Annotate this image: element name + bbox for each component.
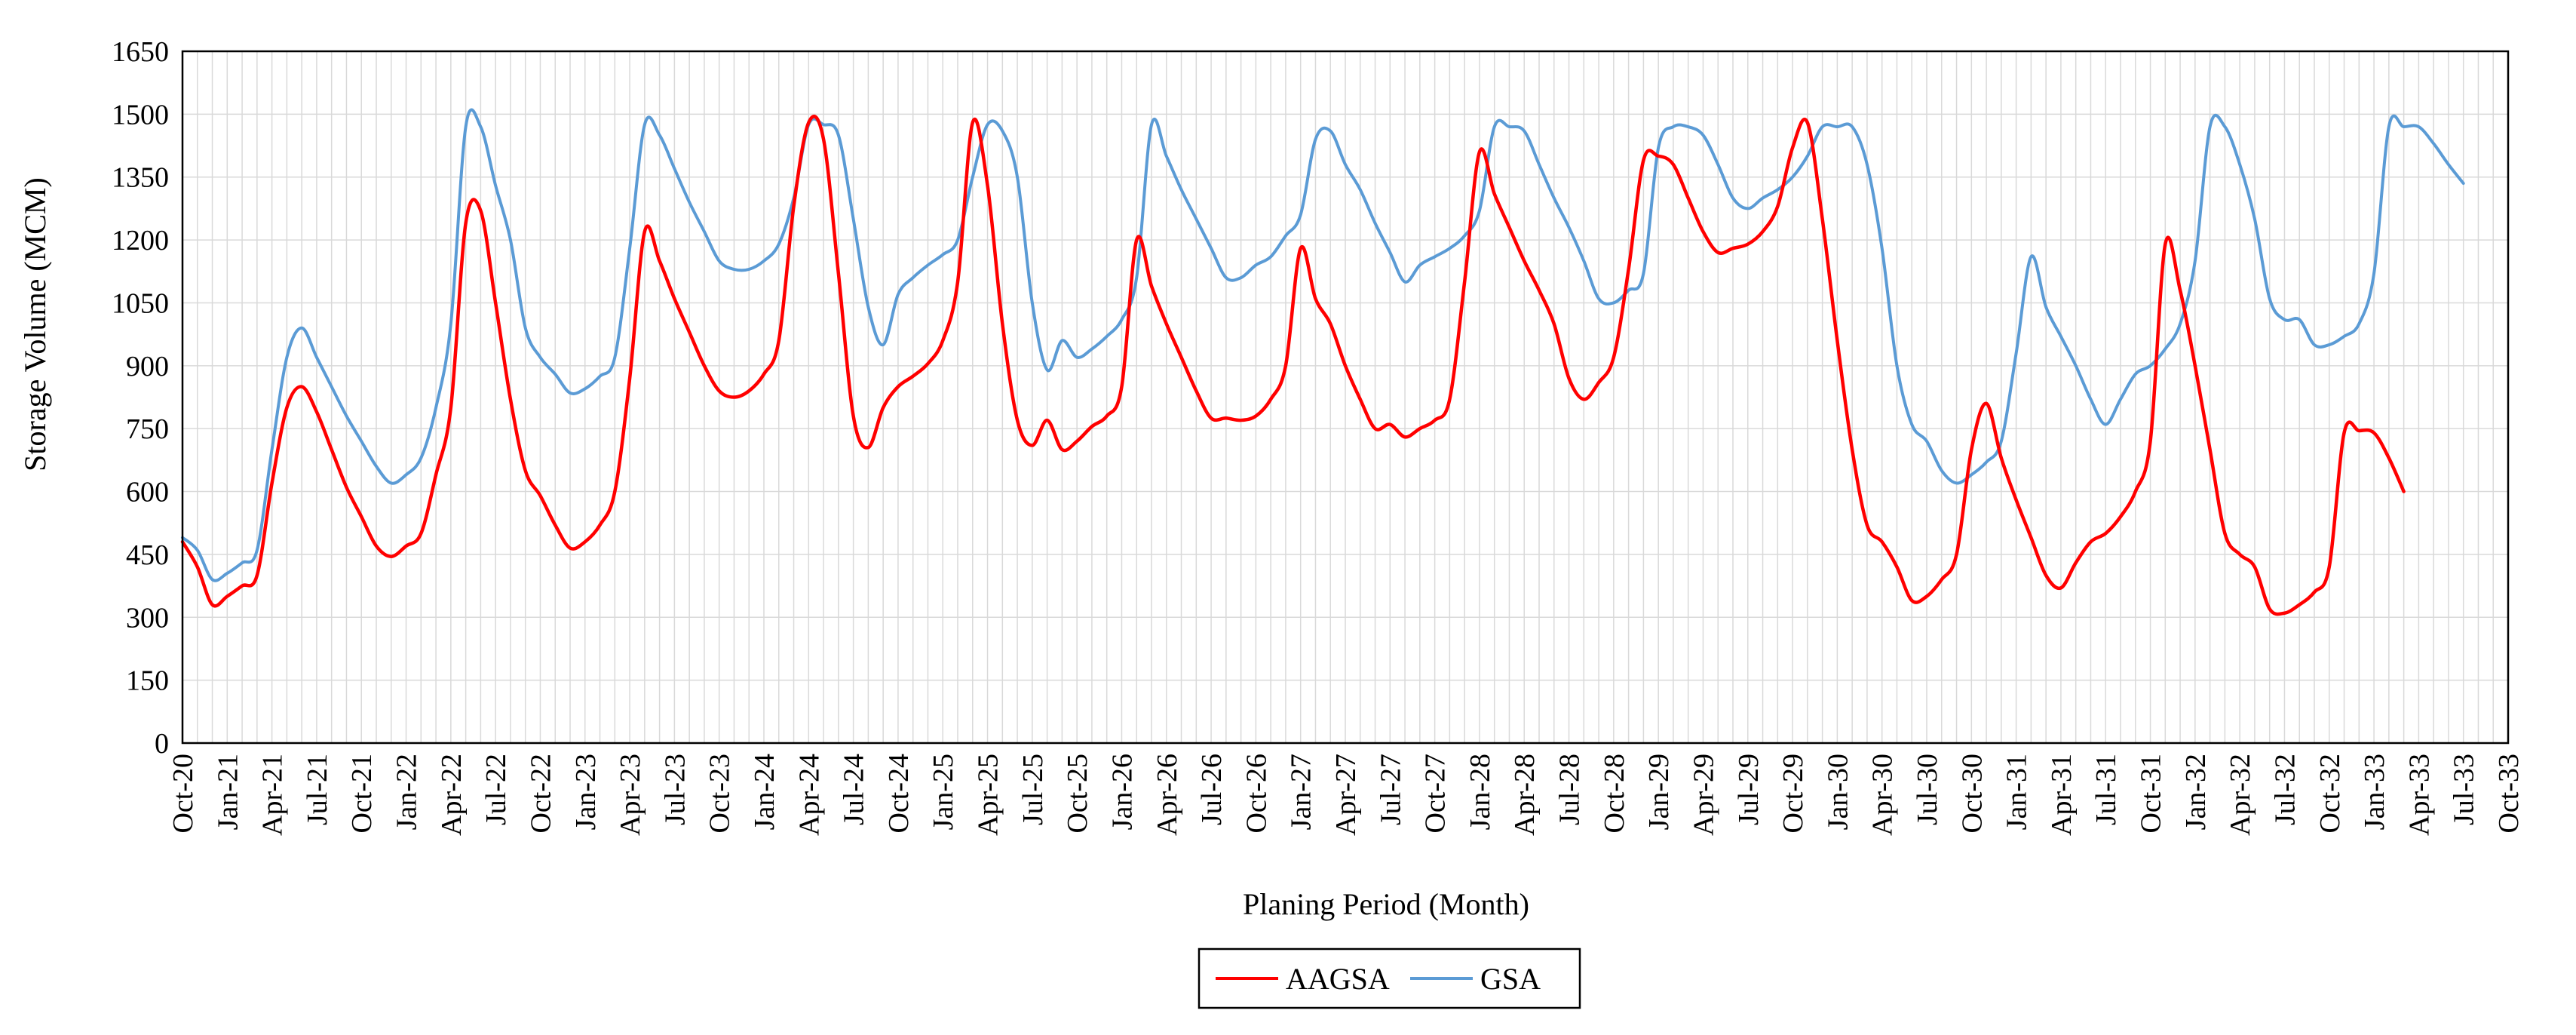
x-axis-title: Planing Period (Month) bbox=[1243, 887, 1529, 921]
x-tick-label: Jan-22 bbox=[391, 754, 423, 830]
x-tick-label: Jul-31 bbox=[2090, 754, 2122, 825]
x-tick-label: Apr-21 bbox=[257, 754, 289, 836]
x-tick-label: Jul-25 bbox=[1017, 754, 1049, 825]
x-tick-label: Jan-28 bbox=[1464, 754, 1496, 830]
x-tick-label: Jul-21 bbox=[302, 754, 333, 825]
x-tick-label: Oct-32 bbox=[2314, 754, 2346, 834]
x-tick-label: Oct-28 bbox=[1599, 754, 1630, 834]
x-tick-label: Apr-26 bbox=[1152, 754, 1183, 836]
x-tick-label: Apr-31 bbox=[2046, 754, 2078, 836]
x-tick-label: Jul-24 bbox=[839, 754, 870, 825]
x-tick-label: Oct-20 bbox=[167, 754, 199, 834]
x-tick-label: Apr-23 bbox=[615, 754, 646, 836]
legend-label-gsa: GSA bbox=[1480, 962, 1541, 996]
series-lines bbox=[180, 108, 2465, 616]
y-tick-label: 1650 bbox=[112, 36, 169, 68]
x-tick-label: Jan-32 bbox=[2180, 754, 2212, 830]
x-tick-label: Apr-24 bbox=[793, 754, 825, 836]
y-tick-label: 1500 bbox=[112, 99, 169, 131]
x-tick-label: Apr-25 bbox=[973, 754, 1004, 836]
x-tick-label: Jul-33 bbox=[2449, 754, 2480, 825]
x-tick-label: Jan-26 bbox=[1106, 754, 1138, 830]
x-tick-label: Oct-25 bbox=[1062, 754, 1093, 834]
y-tick-label: 150 bbox=[126, 665, 169, 697]
x-tick-label: Apr-32 bbox=[2225, 754, 2256, 836]
y-tick-label: 0 bbox=[155, 728, 169, 760]
x-tick-label: Jul-26 bbox=[1196, 754, 1228, 825]
x-tick-label: Jan-29 bbox=[1643, 754, 1675, 830]
x-tick-label: Jul-30 bbox=[1912, 754, 1943, 825]
x-tick-label: Oct-33 bbox=[2493, 754, 2525, 834]
y-tick-label: 1200 bbox=[112, 225, 169, 256]
x-tick-label: Apr-27 bbox=[1330, 754, 1362, 836]
y-tick-label: 900 bbox=[126, 351, 169, 382]
y-tick-label: 750 bbox=[126, 413, 169, 445]
y-tick-label: 600 bbox=[126, 477, 169, 508]
y-tick-label: 1050 bbox=[112, 287, 169, 319]
series-line-gsa bbox=[181, 108, 2465, 582]
x-tick-label: Jul-23 bbox=[659, 754, 691, 825]
x-tick-label: Oct-31 bbox=[2136, 754, 2167, 834]
y-tick-label: 300 bbox=[126, 602, 169, 634]
x-tick-label: Oct-23 bbox=[704, 754, 736, 834]
plot-frame bbox=[181, 50, 2510, 745]
x-tick-label: Oct-26 bbox=[1240, 754, 1272, 834]
x-tick-label: Oct-22 bbox=[525, 754, 557, 834]
x-tick-label: Oct-30 bbox=[1956, 754, 1988, 834]
x-tick-label: Apr-28 bbox=[1509, 754, 1541, 836]
x-tick-label: Apr-22 bbox=[436, 754, 468, 836]
x-tick-label: Jan-33 bbox=[2359, 754, 2390, 830]
x-tick-label: Jan-31 bbox=[2001, 754, 2033, 830]
x-tick-label: Oct-24 bbox=[883, 754, 915, 834]
x-tick-label: Jul-22 bbox=[480, 754, 512, 825]
x-tick-label: Oct-29 bbox=[1777, 754, 1809, 834]
y-tick-label: 450 bbox=[126, 539, 169, 571]
x-tick-label: Jan-30 bbox=[1822, 754, 1854, 830]
x-tick-label: Jul-28 bbox=[1554, 754, 1586, 825]
legend-label-aagsa: AAGSA bbox=[1286, 962, 1390, 996]
x-tick-label: Apr-30 bbox=[1867, 754, 1899, 836]
x-tick-label: Oct-21 bbox=[346, 754, 378, 834]
x-tick-label: Jul-32 bbox=[2269, 754, 2301, 825]
x-tick-label: Jan-24 bbox=[749, 754, 780, 830]
y-axis-title: Storage Volume (MCM) bbox=[18, 177, 52, 471]
x-axis-ticks: Oct-20 Jan-21 Apr-21 Jul-21 Oct-21 Jan-22 Apr-… bbox=[167, 754, 2525, 836]
series-line-aagsa bbox=[180, 114, 2406, 616]
x-tick-label: Jan-23 bbox=[570, 754, 602, 830]
x-tick-label: Jul-27 bbox=[1375, 754, 1406, 825]
x-tick-label: Jul-29 bbox=[1733, 754, 1765, 825]
legend: AAGSA GSA bbox=[1198, 947, 1581, 1009]
x-tick-label: Jan-25 bbox=[928, 754, 959, 830]
x-tick-label: Jan-21 bbox=[212, 754, 244, 830]
x-tick-label: Apr-33 bbox=[2403, 754, 2435, 836]
x-tick-label: Apr-29 bbox=[1688, 754, 1719, 836]
grid bbox=[182, 51, 2508, 743]
y-tick-label: 1350 bbox=[112, 162, 169, 194]
x-tick-label: Oct-27 bbox=[1420, 754, 1452, 834]
x-tick-label: Jan-27 bbox=[1286, 754, 1317, 830]
y-axis-ticks: 0 150 300 450 600 750 900 1050 1200 1350 1500 1650 bbox=[112, 36, 169, 760]
